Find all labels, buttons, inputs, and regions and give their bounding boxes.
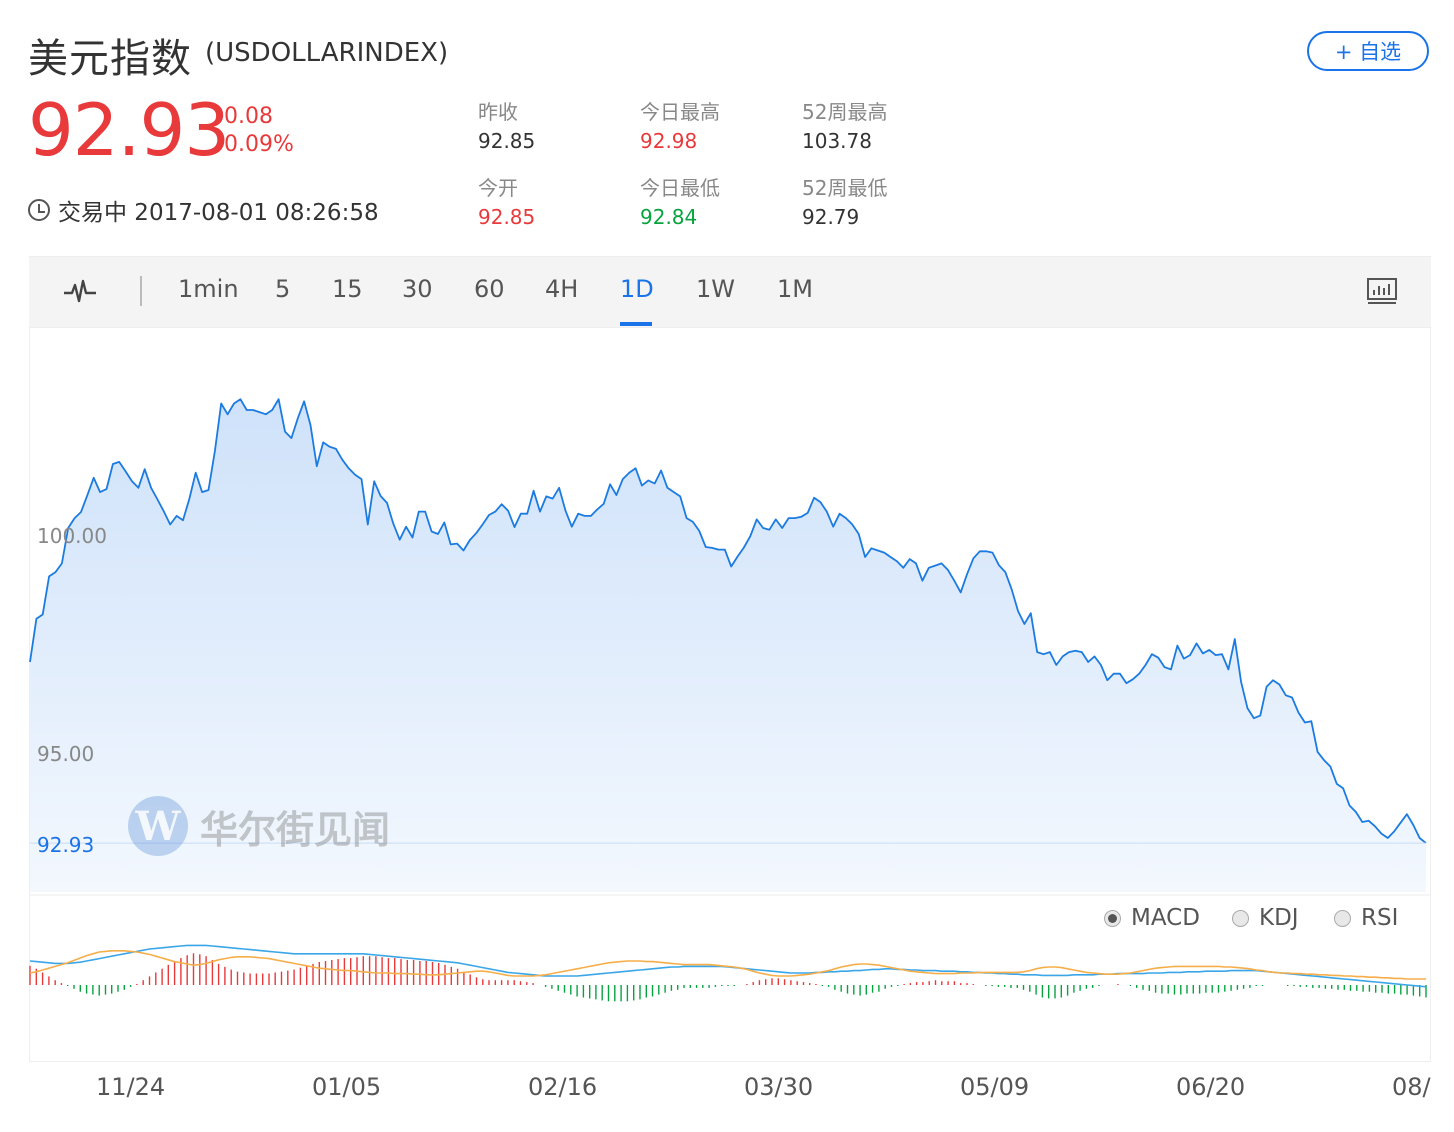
period-1m[interactable]: 1M [777, 275, 813, 303]
indicator-label: RSI [1361, 905, 1399, 931]
indicator-label: KDJ [1259, 905, 1299, 931]
pulse-icon[interactable] [63, 277, 97, 313]
stat-label: 今日最低 [640, 176, 720, 200]
indicator-macd[interactable]: MACD [1104, 905, 1200, 931]
chart-panel [29, 327, 1431, 1062]
price-line [29, 398, 1427, 844]
watermark-letter: W [128, 796, 188, 856]
stat-prev-close: 昨收 92.85 [478, 96, 535, 153]
symbol-code: (USDOLLARINDEX) [205, 38, 449, 68]
period-15[interactable]: 15 [332, 275, 363, 303]
period-5[interactable]: 5 [275, 275, 291, 303]
stat-label: 52周最高 [802, 100, 888, 124]
stat-value: 92.85 [478, 205, 536, 229]
page-title: 美元指数 [28, 36, 192, 82]
period-1min[interactable]: 1min [178, 275, 239, 303]
stat-value: 92.98 [640, 129, 698, 153]
chart-toolbar: 1min 5 15 30 60 4H 1D 1W 1M [29, 256, 1431, 327]
period-1d[interactable]: 1D [620, 275, 654, 303]
screen-icon[interactable] [1366, 277, 1398, 313]
stat-day-high: 今日最高 92.98 [640, 96, 720, 153]
x-tick-label: 11/24 [96, 1073, 166, 1101]
indicator-rsi[interactable]: RSI [1334, 905, 1398, 931]
period-60[interactable]: 60 [474, 275, 505, 303]
stat-52w-high: 52周最高 103.78 [802, 96, 887, 153]
stat-label: 52周最低 [802, 176, 888, 200]
stat-value: 92.84 [640, 205, 698, 229]
clock-icon [28, 199, 50, 221]
stat-open: 今开 92.85 [478, 172, 535, 229]
watermark-logo: W 华尔街见闻 [128, 796, 390, 856]
macd-dea-line [29, 949, 1426, 980]
change-percent: 0.09% [224, 132, 294, 157]
stat-label: 今日最高 [640, 100, 720, 124]
stat-label: 昨收 [478, 100, 518, 124]
y-tick-label: 100.00 [37, 524, 107, 548]
status-text: 交易中 2017-08-01 08:26:58 [58, 200, 379, 226]
radio-icon[interactable] [1334, 909, 1351, 927]
trading-status: 交易中 2017-08-01 08:26:58 [28, 193, 379, 227]
last-price-label: 92.93 [37, 833, 95, 857]
stat-52w-low: 52周最低 92.79 [802, 172, 887, 229]
stat-value: 103.78 [802, 129, 872, 153]
x-tick-label: 02/16 [528, 1073, 598, 1101]
toolbar-divider [140, 276, 142, 306]
period-30[interactable]: 30 [402, 275, 433, 303]
price-change: 0.08 0.09% [224, 103, 294, 159]
current-price: 92.93 [28, 88, 230, 172]
price-area [30, 399, 1426, 892]
stat-value: 92.85 [478, 129, 536, 153]
stat-label: 今开 [478, 176, 518, 200]
x-tick-label: 08/ [1392, 1073, 1431, 1101]
radio-icon[interactable] [1232, 909, 1249, 927]
x-tick-label: 03/30 [744, 1073, 814, 1101]
active-tab-indicator [620, 322, 652, 326]
indicator-kdj[interactable]: KDJ [1232, 905, 1299, 931]
x-tick-label: 05/09 [960, 1073, 1030, 1101]
period-1w[interactable]: 1W [696, 275, 735, 303]
change-value: 0.08 [224, 104, 273, 129]
period-4h[interactable]: 4H [545, 275, 579, 303]
x-tick-label: 01/05 [312, 1073, 382, 1101]
x-tick-label: 06/20 [1176, 1073, 1246, 1101]
watermark-text: 华尔街见闻 [200, 806, 391, 852]
radio-selected-icon[interactable] [1104, 909, 1121, 927]
y-tick-label: 95.00 [37, 742, 95, 766]
stat-day-low: 今日最低 92.84 [640, 172, 720, 229]
indicator-label: MACD [1131, 905, 1200, 931]
add-watchlist-button[interactable]: + 自选 [1307, 31, 1429, 71]
stat-value: 92.79 [802, 205, 860, 229]
